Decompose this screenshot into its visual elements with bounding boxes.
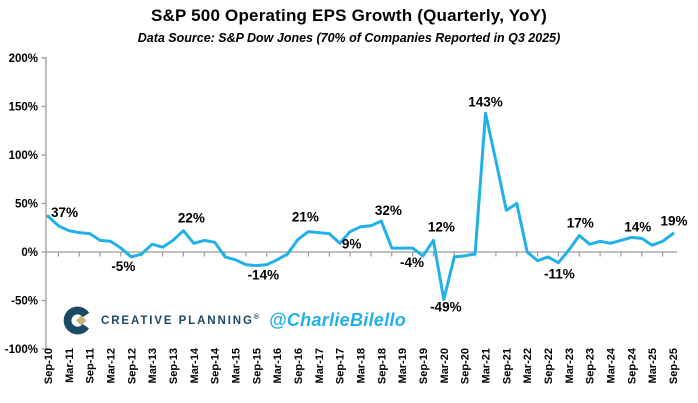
x-axis-tick-label: Mar-15: [231, 348, 243, 383]
data-point-label: 14%: [624, 219, 651, 234]
data-point-label: 22%: [178, 211, 205, 226]
x-axis-tick-label: Sep-18: [376, 348, 388, 384]
x-axis-tick-label: Sep-15: [251, 348, 263, 384]
data-point-label: 21%: [292, 210, 319, 225]
registered-trademark-symbol: ®: [253, 313, 260, 321]
data-point-label: 19%: [660, 214, 687, 229]
data-point-label: 17%: [567, 216, 594, 231]
x-axis-tick-label: Mar-22: [522, 348, 534, 383]
x-axis-tick-label: Sep-17: [335, 348, 347, 384]
x-axis-tick-label: Sep-21: [501, 348, 513, 384]
x-axis-tick-label: Sep-16: [293, 348, 305, 384]
y-axis-tick-label: 100%: [9, 150, 38, 162]
x-axis-tick-label: Sep-11: [85, 348, 97, 383]
x-axis-tick-label: Mar-16: [272, 348, 284, 383]
data-point-label: 143%: [468, 94, 503, 109]
x-axis-tick-label: Mar-14: [189, 347, 201, 383]
data-point-label: -14%: [248, 268, 280, 283]
x-axis-tick-label: Sep-12: [126, 348, 138, 384]
charliebilello-handle: @CharlieBilello: [269, 309, 407, 330]
y-axis-tick-label: 150%: [9, 102, 38, 114]
x-axis-tick-label: Sep-22: [543, 348, 555, 384]
data-point-label: 37%: [51, 205, 78, 220]
y-axis-tick-label: -100%: [5, 344, 38, 356]
x-axis-tick-label: Mar-17: [314, 348, 326, 383]
x-axis-tick-label: Mar-19: [397, 348, 409, 383]
y-axis-tick-label: 200%: [9, 53, 38, 65]
x-axis-tick-label: Mar-21: [481, 348, 493, 383]
data-point-label: -5%: [111, 259, 135, 274]
x-axis-tick-label: Sep-10: [43, 348, 55, 384]
x-axis-tick-label: Mar-12: [106, 348, 118, 383]
y-axis-tick-label: -50%: [11, 296, 38, 308]
eps-growth-line: [46, 111, 675, 301]
chart-title: S&P 500 Operating EPS Growth (Quarterly,…: [150, 6, 547, 25]
x-axis-tick-label: Sep-19: [418, 348, 430, 384]
creative-planning-logo-icon: [63, 306, 92, 334]
x-axis-tick-label: Sep-24: [626, 347, 638, 384]
branding-footer: CREATIVE PLANNING® @CharlieBilello: [63, 302, 406, 338]
x-axis-tick-label: Mar-18: [356, 348, 368, 383]
x-axis-tick-label: Sep-23: [585, 348, 597, 384]
data-point-label: -11%: [544, 267, 575, 282]
y-axis-tick-label: 50%: [15, 199, 38, 211]
x-axis-tick-label: Mar-24: [606, 347, 618, 383]
creative-planning-wordmark: CREATIVE PLANNING®: [101, 313, 260, 327]
y-axis-tick-label: 0%: [21, 247, 38, 259]
x-axis-tick-label: Sep-14: [210, 347, 222, 384]
data-point-label: 32%: [375, 203, 402, 218]
x-axis-tick-label: Sep-25: [668, 348, 680, 384]
x-axis-tick-label: Mar-11: [64, 348, 76, 383]
data-point-label: -49%: [430, 300, 462, 315]
data-point-label: -4%: [400, 255, 424, 270]
x-axis-tick-label: Mar-13: [147, 348, 159, 383]
data-point-label: 9%: [342, 236, 362, 251]
x-axis-tick-label: Sep-13: [168, 348, 180, 384]
x-axis-tick-label: Sep-20: [460, 348, 472, 384]
x-axis-tick-label: Mar-20: [439, 348, 451, 383]
x-axis-tick-label: Mar-23: [564, 348, 576, 383]
data-point-label: 12%: [428, 219, 455, 234]
x-axis-tick-label: Mar-25: [647, 348, 659, 383]
chart-subtitle: Data Source: S&P Dow Jones (70% of Compa…: [137, 31, 561, 45]
